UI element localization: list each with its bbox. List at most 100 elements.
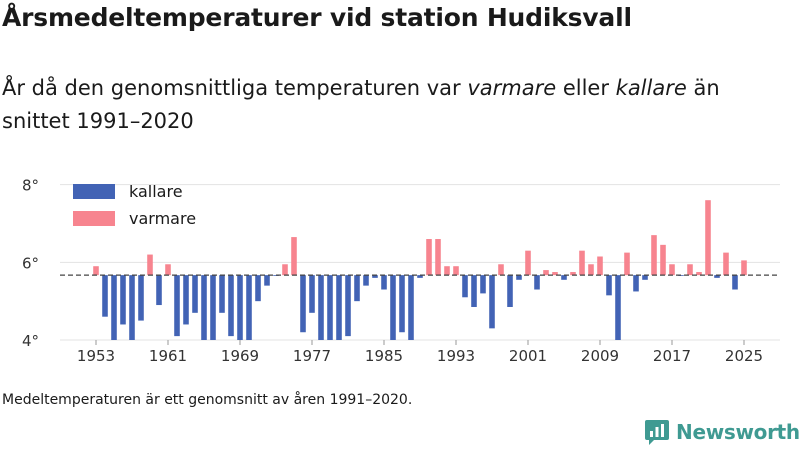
bar-2013 bbox=[633, 275, 639, 292]
bar-2019 bbox=[687, 264, 693, 276]
y-tick-label-4: 4° bbox=[22, 332, 39, 350]
bar-2000 bbox=[516, 275, 522, 280]
bar-2023 bbox=[723, 252, 729, 276]
bar-1964 bbox=[192, 275, 198, 313]
bar-2014 bbox=[642, 275, 648, 280]
subtitle-text-2: eller bbox=[556, 76, 616, 100]
bar-2011 bbox=[615, 275, 621, 340]
x-tick-label-1953: 1953 bbox=[77, 347, 115, 365]
bar-1966 bbox=[210, 275, 216, 340]
x-tick-label-2001: 2001 bbox=[509, 347, 547, 365]
x-tick-label-2009: 2009 bbox=[581, 347, 619, 365]
brand-name: Newsworthy bbox=[676, 420, 800, 444]
y-tick-label-6: 6° bbox=[22, 254, 39, 272]
bar-1971 bbox=[255, 275, 261, 302]
x-tick-label-1993: 1993 bbox=[437, 347, 475, 365]
bar-1954 bbox=[102, 275, 108, 317]
subtitle-cold-word: kallare bbox=[615, 76, 687, 100]
bar-2005 bbox=[561, 275, 567, 280]
bar-1956 bbox=[120, 275, 126, 325]
bar-1955 bbox=[111, 275, 117, 340]
bar-1994 bbox=[462, 275, 468, 298]
x-tick-label-2017: 2017 bbox=[653, 347, 691, 365]
bar-1960 bbox=[156, 275, 162, 306]
bar-2024 bbox=[732, 275, 738, 290]
bar-1982 bbox=[354, 275, 360, 302]
subtitle-text-3: än snittet 1991–2020 bbox=[2, 76, 720, 133]
bar-1995 bbox=[471, 275, 477, 307]
newsworthy-logo: Newsworthy bbox=[644, 418, 800, 446]
bar-1999 bbox=[507, 275, 513, 307]
chart-subtitle: År då den genomsnittliga temperaturen va… bbox=[2, 72, 792, 138]
bar-1970 bbox=[246, 275, 252, 340]
bar-1993 bbox=[453, 266, 459, 276]
x-tick-label-2025: 2025 bbox=[725, 347, 763, 365]
bar-2017 bbox=[669, 264, 675, 276]
bar-1965 bbox=[201, 275, 207, 340]
bar-1985 bbox=[381, 275, 387, 290]
bar-2021 bbox=[705, 200, 711, 276]
bar-2007 bbox=[579, 250, 585, 276]
y-tick-label-8: 8° bbox=[22, 177, 39, 195]
bar-1986 bbox=[390, 275, 396, 340]
bar-1980 bbox=[336, 275, 342, 340]
x-tick-label-1969: 1969 bbox=[221, 347, 259, 365]
bar-1984 bbox=[372, 275, 378, 278]
bar-layer bbox=[93, 200, 747, 340]
bar-1987 bbox=[399, 275, 405, 333]
bar-2001 bbox=[525, 250, 531, 276]
legend: kallare varmare bbox=[73, 182, 196, 228]
bar-1972 bbox=[264, 275, 270, 286]
bar-1967 bbox=[219, 275, 225, 313]
grid-layer bbox=[60, 184, 780, 341]
footnote: Medeltemperaturen är ett genomsnitt av å… bbox=[2, 392, 413, 408]
x-tick-label-1961: 1961 bbox=[149, 347, 187, 365]
legend-swatch-kallare bbox=[73, 184, 115, 199]
bar-2016 bbox=[660, 244, 666, 276]
bar-1962 bbox=[174, 275, 180, 337]
bar-2025 bbox=[741, 260, 747, 276]
bar-2010 bbox=[606, 275, 612, 296]
bar-1969 bbox=[237, 275, 243, 340]
bar-2015 bbox=[651, 235, 657, 276]
bar-2020 bbox=[696, 272, 702, 276]
bar-1981 bbox=[345, 275, 351, 337]
temperature-bar-chart: 4° 6° 8° 1953 1961 1969 1977 1985 1993 2001 2009 20… bbox=[22, 177, 780, 365]
bar-1953 bbox=[93, 266, 99, 276]
bar-1957 bbox=[129, 275, 135, 340]
page-title: Årsmedeltemperaturer vid station Hudiksv… bbox=[2, 3, 632, 32]
bar-1988 bbox=[408, 275, 414, 340]
bar-2006 bbox=[570, 272, 576, 276]
bar-2008 bbox=[588, 264, 594, 276]
subtitle-warm-word: varmare bbox=[467, 76, 557, 100]
bar-2012 bbox=[624, 252, 630, 276]
bar-2004 bbox=[552, 272, 558, 276]
legend-label-kallare: kallare bbox=[129, 182, 183, 201]
bar-1961 bbox=[165, 264, 171, 276]
bar-1990 bbox=[426, 239, 432, 276]
bar-1997 bbox=[489, 275, 495, 329]
bar-1963 bbox=[183, 275, 189, 325]
bar-1974 bbox=[282, 264, 288, 276]
bar-2022 bbox=[714, 275, 720, 278]
x-tick-label-1985: 1985 bbox=[365, 347, 403, 365]
bar-1975 bbox=[291, 237, 297, 276]
bar-1991 bbox=[435, 239, 441, 276]
newsworthy-logo-icon bbox=[645, 420, 669, 445]
bar-1983 bbox=[363, 275, 369, 286]
legend-label-varmare: varmare bbox=[129, 209, 196, 228]
bar-1998 bbox=[498, 264, 504, 276]
bar-1978 bbox=[318, 275, 324, 340]
bar-2003 bbox=[543, 270, 549, 276]
legend-swatch-varmare bbox=[73, 211, 115, 226]
bar-1992 bbox=[444, 266, 450, 276]
bar-1989 bbox=[417, 275, 423, 278]
bar-1959 bbox=[147, 254, 153, 276]
bar-1958 bbox=[138, 275, 144, 321]
bar-1977 bbox=[309, 275, 315, 313]
axis-layer: 4° 6° 8° 1953 1961 1969 1977 1985 1993 2001 2009 20… bbox=[22, 177, 780, 365]
x-tick-label-1977: 1977 bbox=[293, 347, 331, 365]
bar-2009 bbox=[597, 256, 603, 276]
bar-1979 bbox=[327, 275, 333, 340]
bar-1968 bbox=[228, 275, 234, 337]
